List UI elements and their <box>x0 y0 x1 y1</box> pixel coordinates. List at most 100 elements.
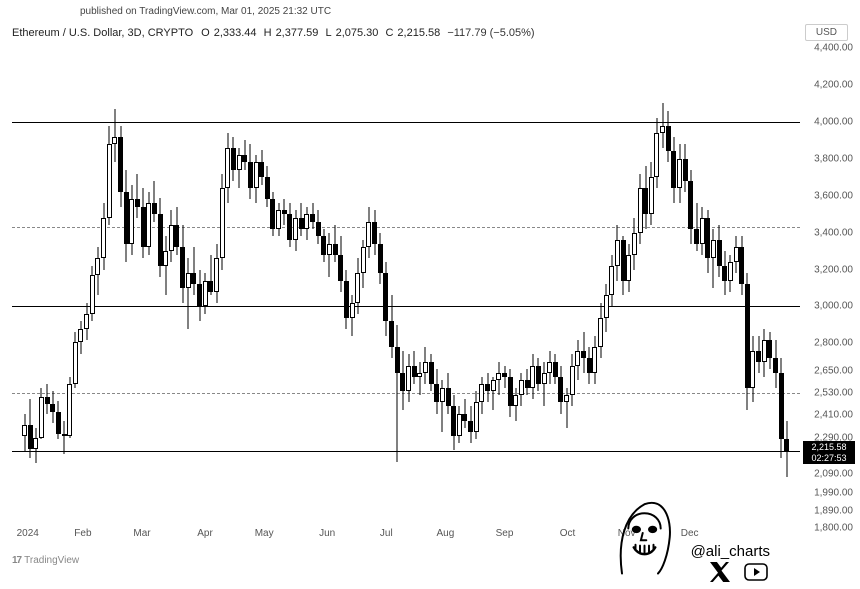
candle <box>316 48 321 528</box>
candle <box>203 48 208 528</box>
ohlc-readout: O2,333.44 H2,377.59 L2,075.30 C2,215.58 … <box>201 27 538 39</box>
candle <box>570 48 575 528</box>
pair-label: Ethereum / U.S. Dollar, 3D, CRYPTO <box>12 27 193 39</box>
candle <box>683 48 688 528</box>
candle <box>214 48 219 528</box>
candle <box>350 48 355 528</box>
candle <box>310 48 315 528</box>
y-tick-label: 1,990.00 <box>814 487 853 498</box>
candle <box>220 48 225 528</box>
candle <box>372 48 377 528</box>
x-tick-label: Mar <box>133 528 150 539</box>
y-tick-label: 1,800.00 <box>814 523 853 534</box>
candle <box>734 48 739 528</box>
candlestick-chart[interactable]: 2,215.5802:27:53 <box>12 48 800 528</box>
y-tick-label: 2,290.00 <box>814 432 853 443</box>
candle <box>129 48 134 528</box>
candle <box>169 48 174 528</box>
candle <box>28 48 33 528</box>
candle <box>265 48 270 528</box>
y-tick-label: 1,890.00 <box>814 506 853 517</box>
candle <box>750 48 755 528</box>
candle <box>208 48 213 528</box>
youtube-icon[interactable] <box>742 560 766 584</box>
y-tick-label: 3,400.00 <box>814 227 853 238</box>
candle <box>784 48 789 528</box>
candle <box>400 48 405 528</box>
candle <box>626 48 631 528</box>
y-tick-label: 4,400.00 <box>814 43 853 54</box>
candle <box>276 48 281 528</box>
candle <box>705 48 710 528</box>
y-tick-label: 4,000.00 <box>814 116 853 127</box>
candle <box>779 48 784 528</box>
candle <box>762 48 767 528</box>
candle <box>542 48 547 528</box>
candle <box>158 48 163 528</box>
candle <box>638 48 643 528</box>
y-tick-label: 3,000.00 <box>814 301 853 312</box>
candle <box>558 48 563 528</box>
candle <box>174 48 179 528</box>
candle <box>553 48 558 528</box>
candle <box>688 48 693 528</box>
candle <box>621 48 626 528</box>
candle <box>259 48 264 528</box>
candle <box>141 48 146 528</box>
candle <box>39 48 44 528</box>
x-tick-label: Jul <box>380 528 393 539</box>
candle <box>446 48 451 528</box>
candle <box>112 48 117 528</box>
candle <box>406 48 411 528</box>
candle <box>649 48 654 528</box>
candle <box>604 48 609 528</box>
candle <box>530 48 535 528</box>
y-tick-label: 2,530.00 <box>814 388 853 399</box>
candle <box>389 48 394 528</box>
x-tick-label: Feb <box>74 528 91 539</box>
candle <box>700 48 705 528</box>
candle <box>722 48 727 528</box>
candle <box>547 48 552 528</box>
candle <box>163 48 168 528</box>
x-twitter-icon[interactable] <box>708 560 732 584</box>
candle <box>496 48 501 528</box>
candle <box>33 48 38 528</box>
candle <box>694 48 699 528</box>
candle <box>474 48 479 528</box>
candle <box>242 48 247 528</box>
candle <box>270 48 275 528</box>
social-links <box>708 560 772 584</box>
candle <box>429 48 434 528</box>
candle <box>739 48 744 528</box>
candle <box>660 48 665 528</box>
candle <box>22 48 27 528</box>
candle <box>67 48 72 528</box>
candle <box>327 48 332 528</box>
candle <box>78 48 83 528</box>
candle <box>654 48 659 528</box>
currency-selector[interactable]: USD <box>805 24 848 41</box>
candle <box>124 48 129 528</box>
candle <box>440 48 445 528</box>
candle <box>191 48 196 528</box>
candle <box>135 48 140 528</box>
y-tick-label: 4,200.00 <box>814 79 853 90</box>
candle <box>491 48 496 528</box>
candle <box>293 48 298 528</box>
candle <box>355 48 360 528</box>
x-tick-label: May <box>255 528 274 539</box>
candle <box>508 48 513 528</box>
candle <box>592 48 597 528</box>
candle <box>56 48 61 528</box>
candle <box>564 48 569 528</box>
candle <box>711 48 716 528</box>
candle <box>756 48 761 528</box>
candle <box>417 48 422 528</box>
x-tick-label: Dec <box>681 528 699 539</box>
author-handle: @ali_charts <box>691 543 770 560</box>
y-tick-label: 2,650.00 <box>814 366 853 377</box>
candle <box>95 48 100 528</box>
published-note: published on TradingView.com, Mar 01, 20… <box>80 6 331 17</box>
candle <box>84 48 89 528</box>
